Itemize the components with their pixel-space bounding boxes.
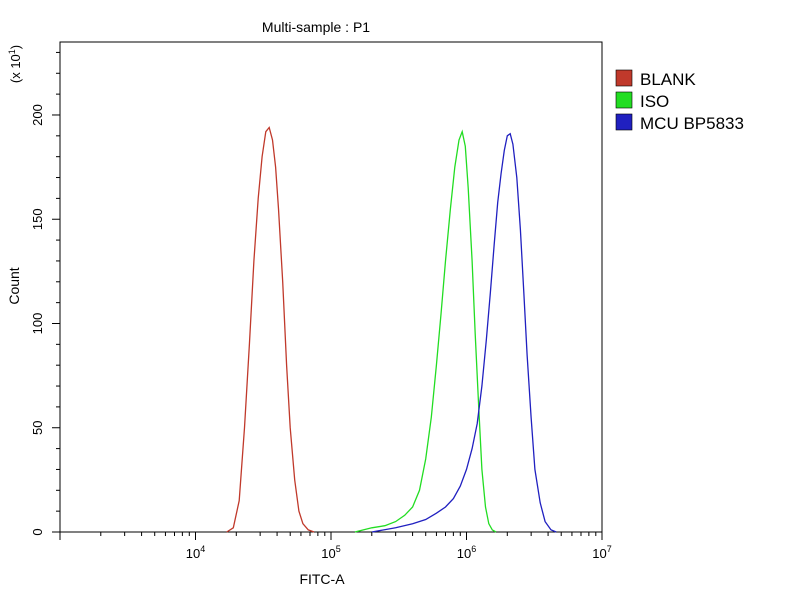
legend-swatch xyxy=(615,69,633,87)
legend-label: BLANK xyxy=(640,70,696,89)
x-tick-exp: 6 xyxy=(471,544,476,554)
x-tick-base: 10 xyxy=(592,546,606,561)
legend-label: MCU BP5833 xyxy=(640,114,744,133)
plot-frame xyxy=(59,41,603,533)
x-tick-label: 106 xyxy=(457,544,476,561)
series-layer xyxy=(226,126,557,533)
y-tick-label: 100 xyxy=(30,313,45,335)
series-line-blank xyxy=(226,126,315,533)
plot-border xyxy=(59,41,603,533)
x-tick-exp: 5 xyxy=(336,544,341,554)
x-tick-label: 105 xyxy=(321,544,340,561)
series-line-iso xyxy=(354,129,497,533)
y-axis-ticks: 0 50 100 150 200 xyxy=(30,51,60,536)
y-tick-label: 0 xyxy=(30,528,45,535)
x-tick-label: 104 xyxy=(186,544,205,561)
legend-label: ISO xyxy=(640,92,669,111)
y-tick-label: 50 xyxy=(30,421,45,435)
y-axis-multiplier-exp: 1 xyxy=(7,49,17,54)
x-tick-exp: 4 xyxy=(200,544,205,554)
x-axis-ticks: 104 105 106 107 xyxy=(59,532,612,561)
legend: BLANK ISO MCU BP5833 xyxy=(615,69,744,133)
x-tick-base: 10 xyxy=(457,546,471,561)
y-axis-title: Count xyxy=(6,267,22,304)
x-axis-title: FITC-A xyxy=(299,571,345,587)
x-tick-base: 10 xyxy=(186,546,200,561)
x-tick-exp: 7 xyxy=(607,544,612,554)
y-axis-multiplier-base: (x 10 xyxy=(8,54,23,83)
series-line-mcu-bp5833 xyxy=(371,132,557,533)
y-tick-label: 150 xyxy=(30,208,45,230)
x-tick-label: 107 xyxy=(592,544,611,561)
y-axis-multiplier: (x 101) xyxy=(7,45,23,83)
y-axis-multiplier-close: ) xyxy=(8,45,23,49)
x-tick-base: 10 xyxy=(321,546,335,561)
legend-swatch xyxy=(615,91,633,109)
y-tick-label: 200 xyxy=(30,104,45,126)
chart-title: Multi-sample : P1 xyxy=(262,19,370,35)
legend-swatch xyxy=(615,113,633,131)
